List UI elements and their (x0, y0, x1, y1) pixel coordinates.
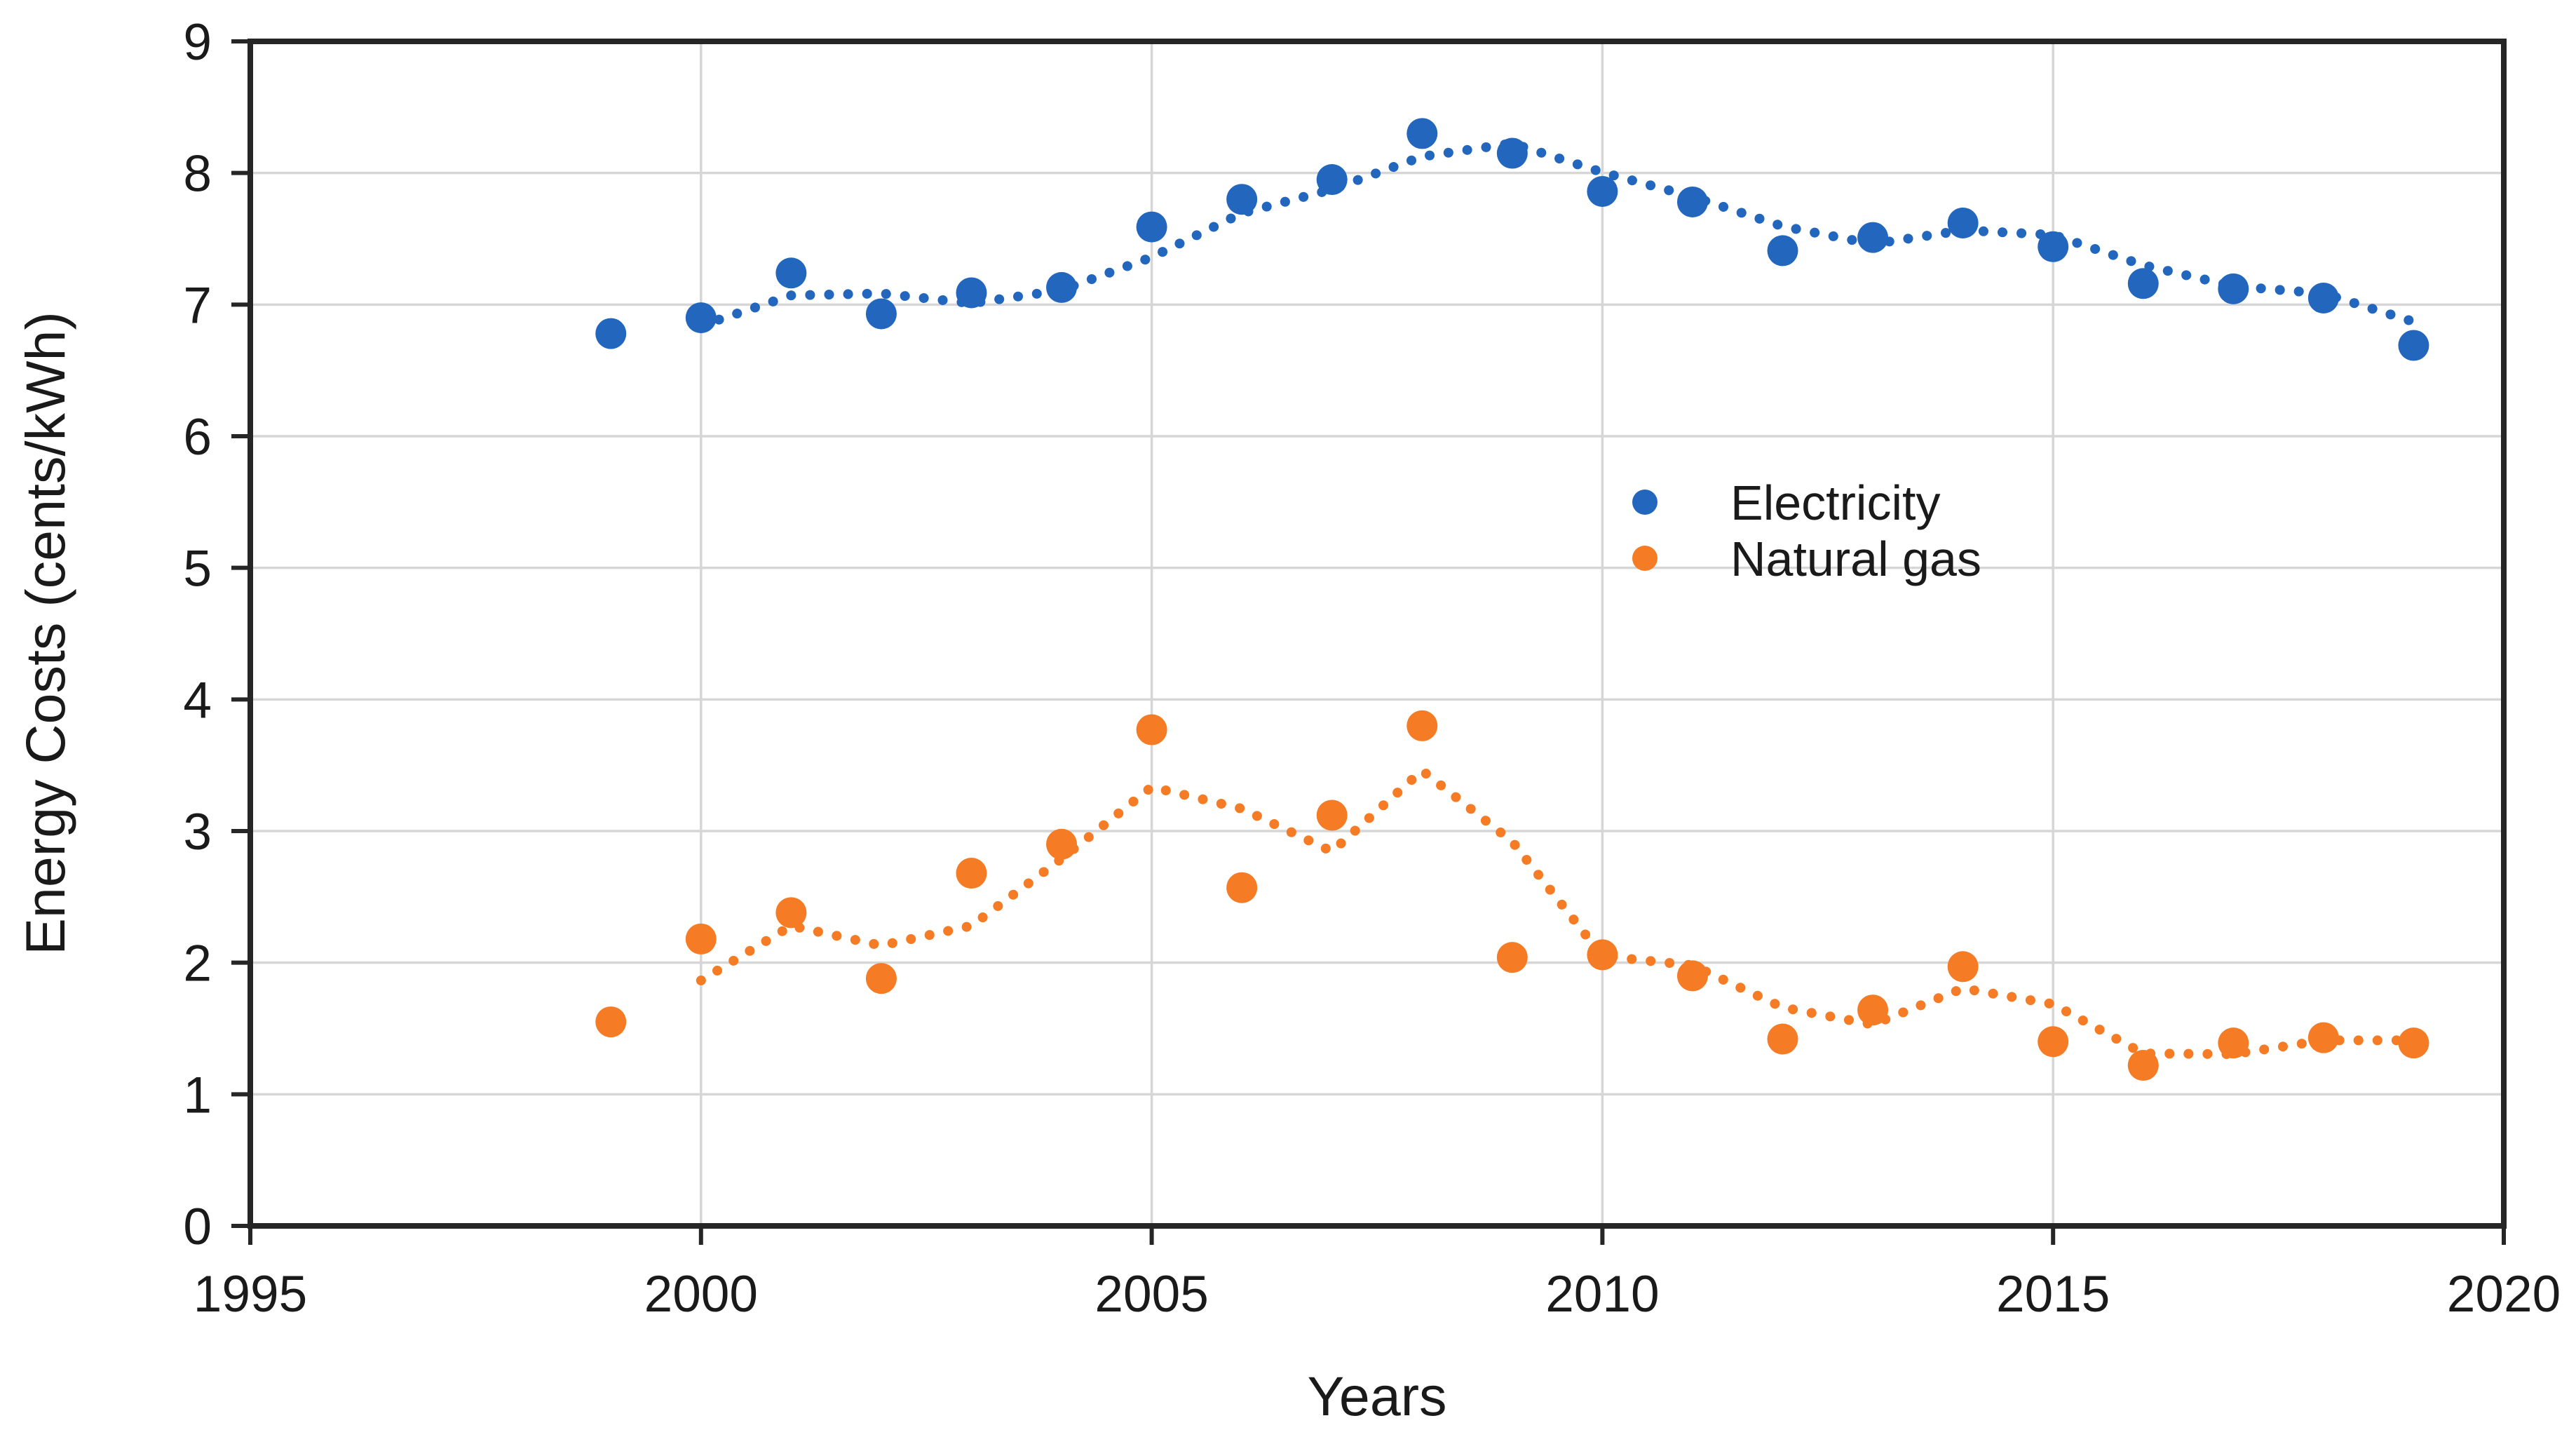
natural-gas-point (1136, 714, 1167, 746)
gridlines (250, 41, 2504, 1226)
natural-gas-trendline (696, 764, 2419, 1060)
electricity-point (956, 277, 987, 309)
x-tick-label: 2020 (2447, 1266, 2561, 1323)
natural-gas-point (595, 1006, 627, 1038)
x-tick-label: 1995 (194, 1266, 307, 1323)
natural-gas-point (1316, 800, 1348, 831)
natural-gas-point (2038, 1026, 2069, 1058)
electricity-point (1767, 235, 1798, 267)
natural-gas-point (1947, 951, 1979, 983)
natural-gas-point (865, 963, 897, 994)
y-tick-label: 8 (183, 146, 212, 203)
y-tick-label: 3 (183, 804, 212, 861)
y-tick-label: 2 (183, 936, 212, 992)
natural-gas-point (956, 858, 987, 889)
electricity-point (595, 318, 627, 349)
natural-gas-point (2398, 1027, 2429, 1059)
x-tick-label: 2010 (1545, 1266, 1659, 1323)
x-axis-title: Years (1307, 1365, 1446, 1427)
y-tick-label: 1 (183, 1067, 212, 1124)
natural-gas-point (685, 923, 717, 954)
natural-gas-point (1857, 994, 1889, 1026)
legend-label-natural-gas: Natural gas (1730, 532, 1981, 586)
legend-label-electricity: Electricity (1730, 475, 1940, 530)
electricity-point (1496, 137, 1528, 169)
legend-item-natural-gas: Natural gas (1632, 532, 1981, 586)
electricity-point (775, 257, 807, 289)
tick-labels: 0 1 2 3 4 5 6 7 8 9 1995 2000 2005 2010 2015 2020 (183, 14, 2561, 1323)
natural-gas-point (1676, 960, 1708, 992)
natural-gas-point (1226, 872, 1258, 903)
electricity-point (1136, 211, 1167, 243)
electricity-trendline (696, 138, 2419, 331)
natural-gas-point (775, 897, 807, 929)
y-tick-label: 9 (183, 14, 212, 71)
natural-gas-legend-marker-icon (1632, 546, 1658, 571)
electricity-point (1587, 175, 1618, 207)
x-tick-label: 2005 (1094, 1266, 1208, 1323)
electricity-point (685, 302, 717, 334)
electricity-legend-marker-icon (1632, 490, 1658, 515)
electricity-point (2127, 268, 2159, 299)
electricity-point (1046, 271, 1078, 303)
electricity-point (1947, 207, 1979, 238)
y-tick-label: 5 (183, 541, 212, 598)
natural-gas-point (2218, 1027, 2249, 1059)
legend-item-electricity: Electricity (1632, 475, 1940, 530)
natural-gas-point (1406, 710, 1438, 741)
y-axis-title: Energy Costs (cents/kWh) (14, 311, 76, 955)
electricity-point (2218, 273, 2249, 304)
electricity-point (865, 298, 897, 330)
x-tick-label: 2015 (1996, 1266, 2110, 1323)
trendlines (696, 138, 2419, 1060)
plot-border (248, 39, 2507, 1229)
electricity-point (1857, 222, 1889, 253)
x-tick-label: 2000 (644, 1266, 758, 1323)
y-tick-label: 7 (183, 277, 212, 334)
electricity-point (2398, 330, 2429, 361)
natural-gas-point (1496, 942, 1528, 973)
electricity-point (1406, 118, 1438, 149)
electricity-point (2307, 282, 2339, 313)
natural-gas-point (2307, 1022, 2339, 1053)
electricity-point (1316, 164, 1348, 196)
natural-gas-point (1587, 939, 1618, 971)
y-tick-label: 0 (183, 1199, 212, 1255)
electricity-point (1226, 184, 1258, 215)
electricity-point (2038, 231, 2069, 262)
legend: Electricity Natural gas (1632, 475, 1981, 586)
natural-gas-point (1767, 1023, 1798, 1055)
natural-gas-point (1046, 828, 1078, 860)
plot-frame (248, 39, 2507, 1229)
data-points (595, 118, 2429, 1081)
electricity-point (1676, 186, 1708, 217)
axis-ticks (231, 39, 2506, 1245)
natural-gas-point (2127, 1050, 2159, 1081)
y-tick-label: 4 (183, 672, 212, 729)
y-tick-label: 6 (183, 409, 212, 466)
